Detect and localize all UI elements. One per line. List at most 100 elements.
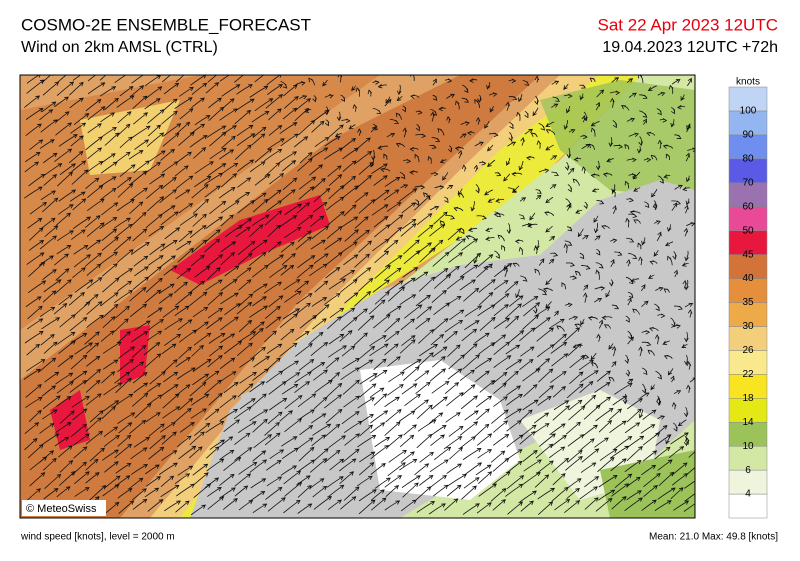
- wind-arrow: [665, 153, 670, 161]
- wind-arrow: [328, 174, 343, 187]
- wind-arrow: [373, 216, 389, 228]
- wind-arrow: [593, 297, 603, 303]
- wind-arrow: [178, 131, 195, 146]
- wind-arrow: [374, 264, 391, 279]
- wind-arrow: [359, 383, 377, 398]
- wind-arrow: [147, 109, 165, 124]
- wind-arrow: [234, 473, 252, 487]
- wind-arrow: [688, 451, 695, 458]
- wind-arrow: [251, 214, 270, 226]
- wind-arrow: [189, 291, 208, 306]
- wind-arrow: [595, 101, 601, 111]
- wind-arrow: [130, 361, 145, 372]
- wind-arrow: [159, 255, 176, 268]
- wind-arrow: [613, 436, 633, 450]
- wind-arrow: [508, 78, 517, 84]
- wind-arrow: [129, 287, 147, 302]
- wind-arrow: [161, 431, 177, 445]
- wind-arrow: [460, 395, 478, 410]
- wind-arrow: [86, 277, 103, 289]
- wind-arrow: [56, 396, 72, 407]
- wind-arrow: [552, 473, 566, 486]
- wind-arrow: [264, 210, 283, 226]
- wind-arrow: [596, 370, 611, 382]
- wind-arrow: [449, 238, 466, 253]
- wind-arrow: [130, 464, 148, 475]
- wind-arrow: [416, 433, 433, 449]
- wind-arrow: [538, 501, 554, 516]
- wind-arrow: [687, 467, 695, 475]
- wind-arrow: [42, 290, 57, 303]
- wind-arrow: [117, 488, 133, 499]
- wind-arrow: [87, 123, 102, 134]
- wind-arrow: [194, 422, 211, 436]
- wind-arrow: [387, 434, 403, 448]
- wind-arrow: [566, 148, 572, 159]
- wind-arrow: [545, 196, 554, 204]
- wind-arrow: [371, 149, 376, 161]
- wind-arrow: [396, 84, 402, 96]
- wind-arrow: [433, 484, 449, 497]
- wind-arrow: [671, 401, 677, 410]
- run-time: 19.04.2023 12UTC +72h: [602, 39, 778, 56]
- wind-arrow: [189, 225, 207, 239]
- wind-arrow: [56, 381, 74, 394]
- wind-arrow: [567, 184, 572, 193]
- wind-arrow: [339, 458, 357, 472]
- wind-arrow: [544, 211, 555, 216]
- wind-arrow: [523, 384, 538, 397]
- wind-arrow: [104, 475, 121, 489]
- wind-arrow: [133, 436, 150, 448]
- wind-arrow: [237, 240, 256, 256]
- wind-arrow: [657, 459, 673, 471]
- wind-arrow: [358, 277, 374, 292]
- wind-arrow: [339, 270, 356, 281]
- wind-arrow: [249, 239, 268, 253]
- wind-arrow: [434, 268, 449, 279]
- wind-arrow: [534, 268, 541, 276]
- legend-level: 26: [742, 345, 754, 356]
- wind-arrow: [611, 189, 617, 198]
- wind-arrow: [568, 399, 583, 411]
- wind-arrow: [220, 173, 238, 188]
- wind-arrow: [628, 92, 637, 98]
- wind-arrow: [505, 385, 522, 396]
- wind-arrow: [209, 439, 226, 450]
- wind-arrow: [447, 228, 462, 241]
- wind-arrow: [357, 315, 375, 331]
- wind-arrow: [42, 395, 61, 410]
- wind-arrow: [146, 196, 165, 212]
- wind-arrow: [580, 462, 597, 473]
- wind-arrow: [609, 90, 621, 96]
- wind-arrow: [354, 174, 372, 190]
- wind-arrow: [387, 356, 401, 367]
- wind-arrow: [608, 408, 622, 421]
- wind-arrow: [632, 171, 641, 180]
- wind-arrow: [39, 423, 55, 434]
- wind-arrow: [490, 488, 507, 502]
- wind-arrow: [279, 151, 297, 163]
- wind-arrow: [176, 435, 192, 448]
- wind-arrow: [238, 331, 257, 343]
- wind-arrow: [518, 246, 524, 256]
- wind-arrow: [676, 105, 686, 110]
- wind-arrow: [178, 203, 194, 214]
- wind-arrow: [548, 318, 565, 329]
- wind-arrow: [85, 136, 103, 151]
- wind-arrow: [314, 280, 329, 293]
- wind-arrow: [233, 406, 252, 420]
- wind-arrow: [432, 318, 449, 332]
- wind-arrow: [342, 358, 360, 370]
- wind-arrow: [234, 432, 251, 446]
- wind-arrow: [402, 127, 408, 138]
- wind-arrow: [535, 306, 551, 317]
- wind-arrow: [115, 462, 132, 474]
- wind-arrow: [386, 226, 403, 241]
- wind-arrow: [550, 341, 568, 354]
- wind-arrow: [149, 173, 166, 185]
- wind-arrow: [327, 499, 342, 511]
- wind-arrow: [621, 105, 630, 111]
- wind-arrow: [373, 224, 391, 238]
- wind-arrow: [431, 380, 450, 394]
- wind-arrow: [563, 83, 569, 90]
